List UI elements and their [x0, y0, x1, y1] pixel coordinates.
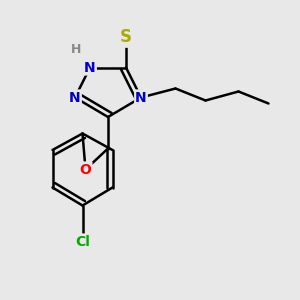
Text: N: N [84, 61, 96, 74]
Text: N: N [69, 91, 81, 104]
Text: O: O [80, 163, 92, 176]
Text: H: H [71, 43, 82, 56]
Text: N: N [135, 91, 147, 104]
Text: Cl: Cl [75, 235, 90, 248]
Text: S: S [120, 28, 132, 46]
